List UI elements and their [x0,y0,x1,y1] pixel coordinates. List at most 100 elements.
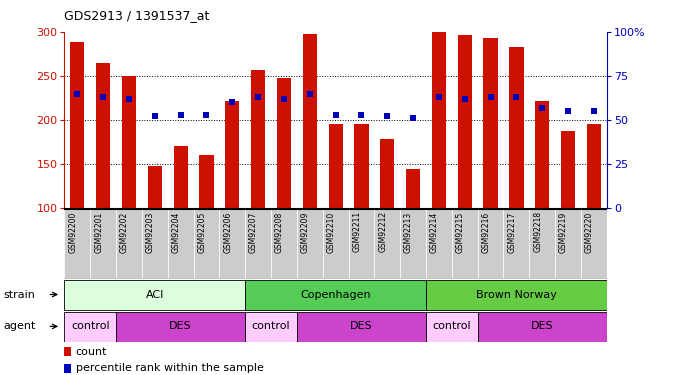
Bar [116,209,142,279]
Text: control: control [71,321,110,332]
Bar [64,364,71,373]
Text: ACI: ACI [146,290,164,300]
Text: GSM92203: GSM92203 [146,211,155,253]
Text: GDS2913 / 1391537_at: GDS2913 / 1391537_at [64,9,210,22]
Bar [329,123,342,208]
Point [433,94,444,100]
Point [201,112,212,118]
Bar [355,124,369,208]
Bar [483,38,498,208]
Text: GSM92220: GSM92220 [585,211,594,253]
Point [304,91,315,97]
Text: DES: DES [531,321,553,332]
Point [279,96,290,102]
Bar [142,209,167,279]
Bar [245,312,297,342]
Text: GSM92207: GSM92207 [249,211,258,253]
Text: DES: DES [170,321,192,332]
Bar [116,312,245,342]
Text: GSM92205: GSM92205 [197,211,207,253]
Bar [90,209,116,279]
Bar [426,209,452,279]
Bar [586,123,601,208]
Bar [452,209,478,279]
Text: GSM92217: GSM92217 [507,211,517,253]
Text: GSM92211: GSM92211 [353,211,361,252]
Bar [478,209,504,279]
Point [253,94,264,100]
Bar [64,209,90,279]
Text: percentile rank within the sample: percentile rank within the sample [76,363,264,374]
Point [330,112,341,118]
Bar [348,209,374,279]
Text: Copenhagen: Copenhagen [300,290,371,300]
Bar [199,155,214,208]
Text: count: count [76,346,107,357]
Point [563,108,574,114]
Point [98,94,108,100]
Text: GSM92204: GSM92204 [172,211,180,253]
Point [123,96,134,102]
Text: control: control [433,321,471,332]
Text: GSM92201: GSM92201 [94,211,103,253]
Text: GSM92214: GSM92214 [430,211,439,253]
Bar [245,209,271,279]
Bar [400,209,426,279]
Point [227,99,238,105]
Bar [277,78,291,208]
Point [537,105,548,111]
Bar [251,70,265,208]
Text: GSM92213: GSM92213 [404,211,413,253]
Bar [220,209,245,279]
Text: agent: agent [3,321,36,332]
Bar [374,209,400,279]
Bar [458,34,472,208]
Text: GSM92218: GSM92218 [533,211,542,252]
Bar [71,42,85,208]
Bar [174,147,188,208]
Bar [426,280,607,310]
Bar [323,209,348,279]
Bar [406,170,420,208]
Text: GSM92210: GSM92210 [327,211,336,253]
Bar [167,209,193,279]
Bar [478,312,607,342]
Text: GSM92200: GSM92200 [68,211,77,253]
Text: GSM92208: GSM92208 [275,211,284,253]
Bar [64,280,245,310]
Bar [535,100,549,208]
Text: DES: DES [350,321,373,332]
Point [589,108,599,114]
Bar [64,347,71,356]
Bar [148,166,162,208]
Text: GSM92206: GSM92206 [223,211,233,253]
Point [149,114,160,120]
Bar [561,130,575,208]
Bar [530,209,555,279]
Bar [432,32,446,208]
Text: GSM92212: GSM92212 [378,211,387,252]
Bar [193,209,220,279]
Text: GSM92202: GSM92202 [120,211,129,253]
Text: GSM92219: GSM92219 [559,211,568,253]
Point [382,114,393,120]
Bar [96,63,111,208]
Bar [555,209,581,279]
Bar [245,280,426,310]
Text: GSM92216: GSM92216 [481,211,491,253]
Bar [297,209,323,279]
Point [485,94,496,100]
Text: GSM92215: GSM92215 [456,211,464,253]
Point [407,115,418,121]
Point [175,112,186,118]
Text: GSM92209: GSM92209 [301,211,310,253]
Text: Brown Norway: Brown Norway [476,290,557,300]
Point [72,91,83,97]
Point [511,94,522,100]
Text: control: control [252,321,290,332]
Bar [581,209,607,279]
Bar [509,47,523,208]
Bar [297,312,426,342]
Bar [225,102,239,208]
Text: strain: strain [3,290,35,300]
